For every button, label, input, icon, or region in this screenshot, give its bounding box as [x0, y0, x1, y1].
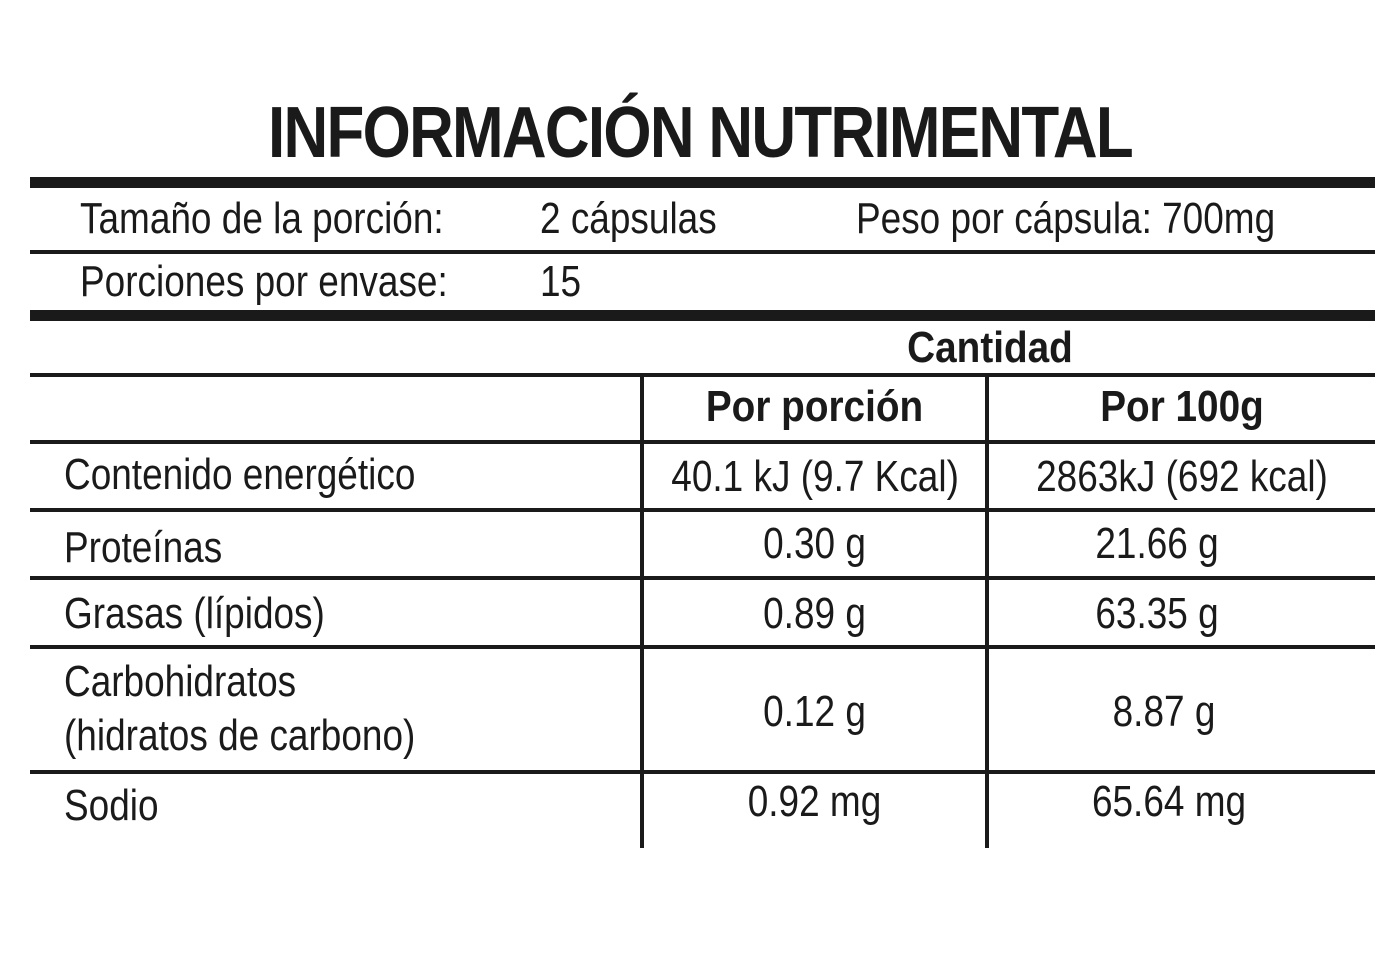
- serving-size-label: Tamaño de la porción:: [80, 194, 444, 243]
- top-thick-rule: [30, 177, 1375, 188]
- row-carbs-per-serving: 0.12 g: [763, 687, 866, 736]
- serving-size-value: 2 cápsulas: [540, 194, 717, 243]
- column-divider-1: [640, 373, 644, 848]
- label-title: INFORMACIÓN NUTRIMENTAL: [268, 93, 1134, 173]
- row-carbs-per-100g: 8.87 g: [1112, 687, 1216, 736]
- row-fat-name: Grasas (lípidos): [64, 589, 325, 638]
- row-protein-name: Proteínas: [64, 523, 223, 572]
- row-fat-per-serving: 0.89 g: [763, 589, 866, 638]
- capsule-weight: Peso por cápsula: 700mg: [856, 194, 1276, 243]
- table-rule-1: [30, 373, 1375, 377]
- row-sodium-per-serving: 0.92 mg: [747, 777, 882, 826]
- row-sodium-name: Sodio: [64, 781, 159, 830]
- row-sodium-per-100g: 65.64 mg: [1091, 777, 1247, 826]
- table-rule-3: [30, 508, 1375, 512]
- row-energy-per-100g: 2863kJ (692 kcal): [1036, 452, 1328, 501]
- servings-per-container-label: Porciones por envase:: [80, 257, 448, 306]
- row-carbs-name-line1: Carbohidratos: [64, 657, 297, 706]
- serving-divider: [30, 250, 1375, 254]
- column-divider-2: [985, 373, 989, 848]
- row-carbs-name-line2: (hidratos de carbono): [64, 711, 416, 760]
- row-fat-per-100g: 63.35 g: [1095, 589, 1219, 638]
- table-rule-2: [30, 440, 1375, 444]
- table-rule-5: [30, 645, 1375, 649]
- row-protein-per-serving: 0.30 g: [763, 519, 866, 568]
- column-header-per-serving: Por porción: [705, 382, 924, 431]
- table-rule-6: [30, 770, 1375, 774]
- row-protein-per-100g: 21.66 g: [1095, 519, 1219, 568]
- row-energy-name: Contenido energético: [64, 450, 416, 499]
- row-energy-per-serving: 40.1 kJ (9.7 Kcal): [671, 452, 959, 501]
- servings-per-container-value: 15: [540, 257, 582, 306]
- quantity-header: Cantidad: [907, 323, 1073, 372]
- table-rule-4: [30, 576, 1375, 580]
- middle-thick-rule: [30, 310, 1375, 321]
- column-header-per-100g: Por 100g: [1100, 382, 1264, 431]
